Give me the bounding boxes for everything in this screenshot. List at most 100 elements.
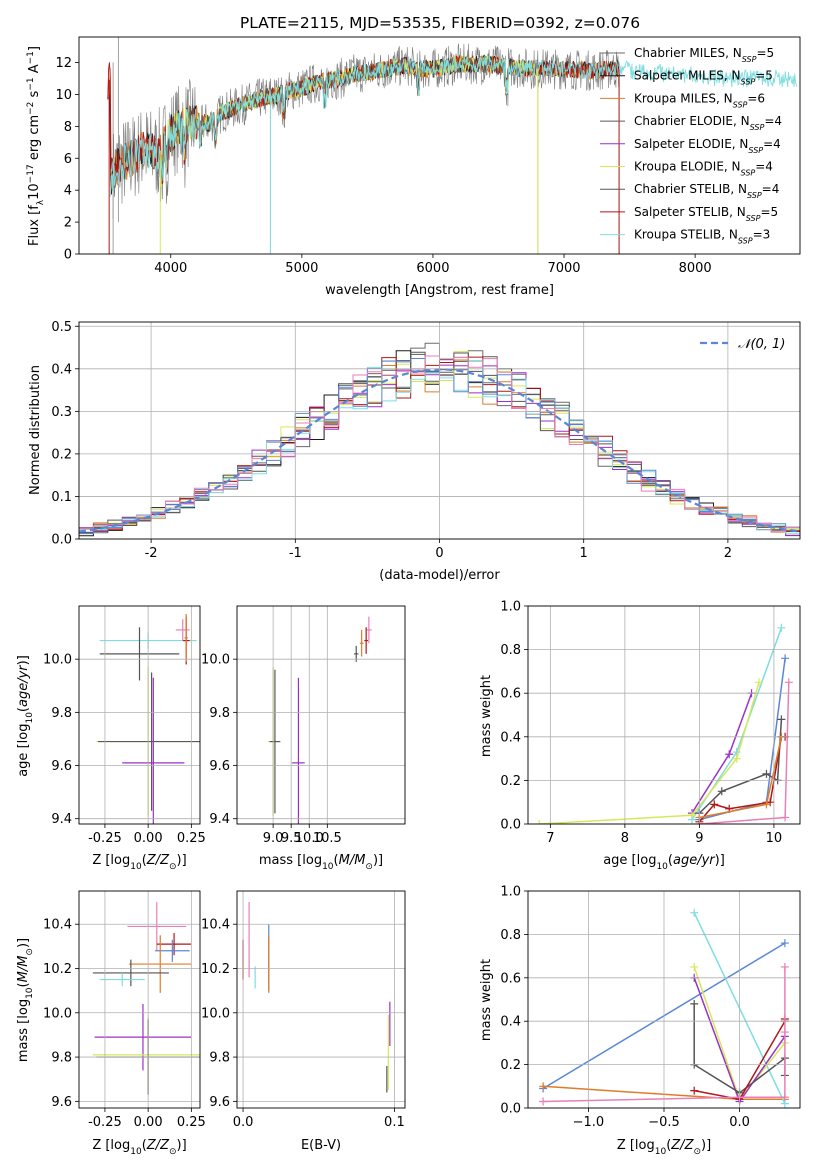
panel-residuals: -2 -1 0 1 2 0.0 0.1 0.2 0.3 0.4 0.5 𝒩(0, 1) (data-mo…	[28, 320, 801, 583]
legend-label: Chabrier STELIB, NSSP=4	[634, 182, 779, 200]
panel-mass-vs-z: -0.25 0.00 0.25 9.6 9.8 10.0 10.2 10.4 Z [log10(…	[16, 890, 206, 1157]
weight-marker	[780, 1028, 789, 1037]
panel-weight-vs-z: −1.0 −0.5 0.0 0.0 0.2 0.4 0.6 0.8 1.0 Z [log10(Z/…	[479, 885, 801, 1157]
y-tick-label: 9.6	[209, 1095, 230, 1110]
panel-spectrum: 4000 5000 6000 7000 8000 0 2 4 6 8 10 12 Chabrier MI…	[26, 36, 801, 298]
y-tick-label: 0.4	[500, 1015, 521, 1030]
weight-marker	[777, 715, 786, 724]
x-tick-label: 0.0	[729, 1115, 750, 1130]
x-axis-label: (data-model)/error	[379, 568, 500, 583]
axes-frame	[78, 321, 801, 540]
x-tick-label: -2	[145, 546, 158, 561]
weight-marker	[717, 787, 726, 796]
y-tick-label: 0.6	[500, 971, 521, 986]
x-tick-label: −0.5	[648, 1115, 680, 1130]
x-tick-label: -0.25	[88, 831, 122, 846]
x-tick-label: 2	[724, 546, 732, 561]
y-tick-label: 9.6	[209, 759, 230, 774]
weight-marker	[762, 769, 771, 778]
y-tick-label: 9.4	[209, 812, 230, 827]
y-tick-label: 10	[55, 88, 72, 103]
x-tick-label: 9.0	[263, 831, 284, 846]
x-axis-label: age [log10(age/yr)]	[603, 853, 725, 872]
x-tick-label: 10.5	[313, 831, 342, 846]
y-tick-label: 10.0	[43, 1006, 72, 1021]
figure-title: PLATE=2115, MJD=53535, FIBERID=0392, z=0…	[240, 14, 640, 32]
x-axis-label: Z [log10(Z/Z⊙)]	[92, 1138, 186, 1157]
y-axis-label: mass weight	[479, 959, 494, 1041]
x-tick-label: 7	[546, 831, 554, 846]
weight-marker	[762, 800, 771, 809]
y-tick-label: 6	[64, 152, 72, 167]
y-tick-label: 0.0	[51, 533, 72, 548]
y-tick-label: 10.0	[43, 653, 72, 668]
plot-area	[242, 902, 391, 1093]
axes-frame	[78, 890, 201, 1109]
y-tick-label: 9.4	[51, 812, 72, 827]
weight-marker	[780, 939, 789, 948]
weight-marker	[780, 962, 789, 971]
x-tick-label: -1	[289, 546, 302, 561]
x-tick-label: 0.0	[233, 1115, 254, 1130]
axes-frame	[527, 605, 801, 825]
axes-frame	[236, 605, 406, 825]
x-tick-label: 7000	[547, 261, 580, 276]
weight-marker	[539, 1082, 548, 1091]
x-axis-label: Z [log10(Z/Z⊙)]	[617, 1138, 711, 1157]
legend-label: Kroupa STELIB, NSSP=3	[634, 228, 770, 246]
y-tick-label: 0.0	[500, 1102, 521, 1117]
weight-marker	[725, 750, 734, 759]
x-tick-label: 10.0	[295, 831, 324, 846]
y-tick-label: 4	[64, 184, 72, 199]
y-tick-label: 10.4	[43, 918, 72, 933]
x-tick-label: 4000	[154, 261, 187, 276]
x-tick-label: 6000	[416, 261, 449, 276]
y-tick-label: 9.8	[51, 706, 72, 721]
y-tick-label: 0.2	[500, 774, 521, 789]
y-tick-label: 0.2	[51, 447, 72, 462]
y-tick-label: 12	[55, 56, 72, 71]
weight-marker	[710, 800, 719, 809]
x-tick-label: 9	[695, 831, 703, 846]
x-axis-label: mass [log10(M/M⊙)]	[259, 853, 383, 872]
weight-marker	[690, 908, 699, 917]
y-tick-label: 0.3	[51, 405, 72, 420]
weight-marker	[777, 623, 786, 632]
y-tick-label: 10.2	[43, 962, 72, 977]
y-tick-label: 10.0	[201, 1006, 230, 1021]
y-axis-label: mass [log10(M/M⊙)]	[16, 938, 35, 1062]
y-tick-label: 0.6	[500, 687, 521, 702]
y-tick-label: 0.5	[51, 320, 72, 335]
x-tick-label: -0.25	[88, 1115, 122, 1130]
y-tick-label: 0.4	[500, 730, 521, 745]
x-tick-label: 0.00	[134, 1115, 163, 1130]
legend-label: Kroupa MILES, NSSP=6	[634, 91, 765, 109]
model-spectrum	[110, 55, 798, 197]
weight-marker	[755, 678, 764, 687]
y-tick-label: 9.6	[51, 759, 72, 774]
x-tick-label: 10	[766, 831, 783, 846]
axes-frame	[78, 605, 201, 825]
y-tick-label: 10.0	[201, 653, 230, 668]
weight-marker	[535, 820, 544, 824]
panel-weight-vs-age: 7 8 9 10 0.0 0.2 0.4 0.6 0.8 1.0 age [log10(age/yr…	[479, 600, 801, 872]
legend-label: Salpeter MILES, NSSP=5	[634, 69, 773, 87]
x-tick-label: 1	[580, 546, 588, 561]
weight-line	[698, 719, 783, 814]
y-tick-label: 9.8	[209, 706, 230, 721]
plot-area	[535, 623, 793, 824]
x-tick-label: 8000	[679, 261, 712, 276]
weight-marker	[781, 654, 790, 663]
y-tick-label: 0.4	[51, 362, 72, 377]
x-tick-label: −1.0	[573, 1115, 605, 1130]
x-axis-label: Z [log10(Z/Z⊙)]	[92, 853, 186, 872]
y-tick-label: 0.8	[500, 928, 521, 943]
y-tick-label: 10.4	[201, 918, 230, 933]
weight-line	[699, 682, 790, 824]
y-tick-label: 8	[64, 120, 72, 135]
plot-area	[96, 613, 200, 824]
weight-marker	[687, 811, 696, 820]
y-tick-label: 0.2	[500, 1058, 521, 1073]
weight-line	[539, 682, 760, 824]
